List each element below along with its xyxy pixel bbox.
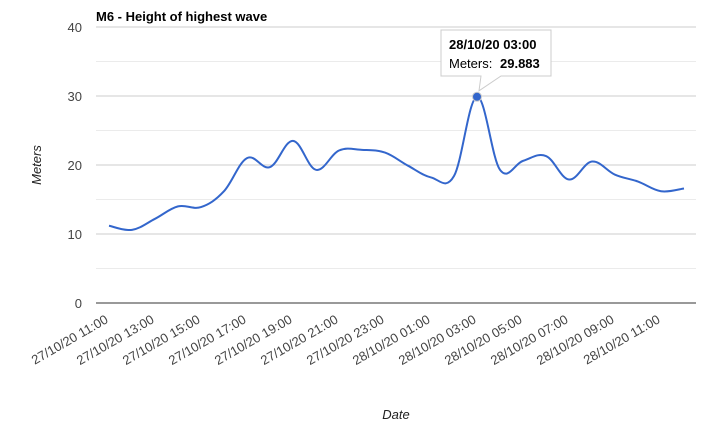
data-point[interactable] [313, 167, 319, 173]
y-tick-label: 20 [68, 158, 82, 173]
x-tick-label: 28/10/20 03:00 [396, 312, 479, 368]
data-point[interactable] [635, 179, 641, 185]
y-axis-title: Meters [29, 145, 44, 185]
data-point[interactable] [543, 153, 549, 159]
x-tick-label: 28/10/20 07:00 [488, 312, 571, 368]
y-tick-label: 40 [68, 20, 82, 35]
data-point[interactable] [175, 203, 181, 209]
data-point[interactable] [221, 188, 227, 194]
data-point[interactable] [129, 227, 135, 233]
data-point[interactable] [497, 167, 503, 173]
x-tick-label: 27/10/20 23:00 [304, 312, 387, 368]
chart-title: M6 - Height of highest wave [96, 9, 267, 24]
tooltip-value: 29.883 [500, 56, 540, 71]
x-tick-label: 27/10/20 15:00 [120, 312, 203, 368]
data-point[interactable] [681, 185, 687, 191]
data-point[interactable] [359, 147, 365, 153]
data-point[interactable] [451, 173, 457, 179]
data-point-highlighted[interactable] [472, 91, 482, 102]
x-tick-label: 27/10/20 11:00 [29, 312, 111, 368]
data-point[interactable] [428, 174, 434, 180]
x-tick-label: 27/10/20 17:00 [166, 312, 249, 368]
data-points [106, 91, 687, 233]
tooltip: 28/10/20 03:00 Meters: 29.883 [440, 29, 552, 92]
data-point[interactable] [589, 159, 595, 165]
tooltip-box [440, 29, 552, 92]
x-tick-label: 27/10/20 13:00 [74, 312, 157, 368]
y-axis-ticks: 0 10 20 30 40 [68, 20, 82, 311]
data-point[interactable] [382, 150, 388, 156]
data-point[interactable] [612, 172, 618, 178]
x-tick-label: 27/10/20 19:00 [212, 312, 295, 368]
data-point[interactable] [106, 223, 112, 229]
data-point[interactable] [152, 216, 158, 222]
tooltip-label: Meters: [449, 56, 492, 71]
data-point[interactable] [566, 176, 572, 182]
x-tick-label: 27/10/20 21:00 [258, 312, 341, 368]
x-tick-label: 28/10/20 01:00 [350, 312, 433, 368]
series-line-meters[interactable] [108, 95, 685, 232]
data-point[interactable] [267, 164, 273, 170]
data-point[interactable] [658, 188, 664, 194]
x-tick-label: 28/10/20 09:00 [534, 312, 617, 368]
data-point[interactable] [520, 158, 526, 164]
y-tick-label: 10 [68, 227, 82, 242]
data-point[interactable] [336, 148, 342, 154]
data-point[interactable] [405, 163, 411, 169]
data-point[interactable] [290, 138, 296, 144]
tooltip-date: 28/10/20 03:00 [449, 37, 536, 52]
grid-lines [96, 26, 696, 269]
y-tick-label: 0 [75, 296, 82, 311]
x-axis-title: Date [382, 407, 409, 422]
data-point[interactable] [198, 204, 204, 210]
data-point[interactable] [244, 155, 250, 161]
y-tick-label: 30 [68, 89, 82, 104]
x-tick-label: 28/10/20 05:00 [442, 312, 525, 368]
